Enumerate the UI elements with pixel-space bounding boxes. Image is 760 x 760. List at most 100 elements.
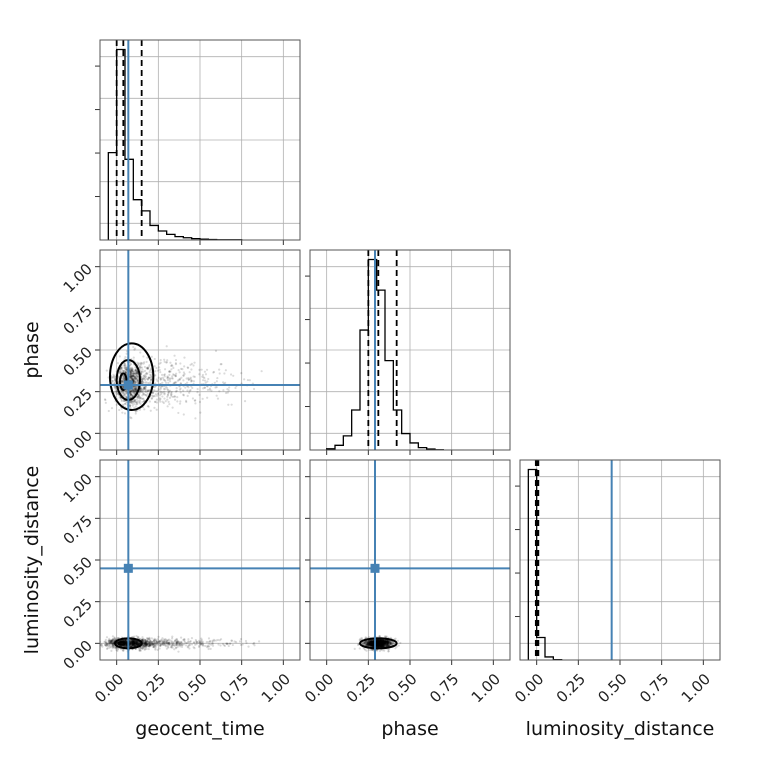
scatter-point — [189, 640, 192, 643]
scatter-point — [151, 391, 155, 395]
scatter-point — [365, 640, 368, 644]
x-tick-label-1: 0.25 — [553, 670, 589, 706]
scatter-point — [118, 396, 121, 399]
scatter-point — [182, 389, 185, 392]
scatter-point — [134, 366, 137, 369]
truth-marker — [123, 380, 133, 390]
scatter-point — [194, 402, 197, 405]
scatter-point — [174, 358, 178, 362]
scatter-point — [161, 391, 165, 394]
scatter-point — [179, 641, 183, 644]
scatter-point — [387, 648, 390, 651]
scatter-point — [363, 641, 366, 645]
scatter-point — [386, 640, 389, 643]
scatter-point — [149, 643, 152, 646]
scatter-point — [111, 645, 114, 648]
scatter-point — [146, 640, 149, 643]
scatter-point — [134, 642, 137, 645]
scatter-point — [197, 645, 201, 648]
scatter-point — [135, 403, 138, 406]
scatter-point — [213, 639, 216, 642]
scatter-point — [132, 641, 136, 645]
scatter-point — [129, 641, 133, 644]
scatter-point — [202, 387, 205, 390]
scatter-point — [219, 644, 222, 647]
scatter-point — [148, 640, 151, 644]
scatter-point — [143, 638, 146, 641]
scatter-point — [163, 373, 166, 376]
scatter-point — [163, 397, 166, 400]
scatter-point — [143, 646, 146, 649]
scatter-point — [177, 411, 180, 415]
scatter-point — [110, 407, 114, 410]
scatter-point — [132, 641, 135, 644]
scatter-point — [142, 377, 146, 381]
scatter-point — [135, 642, 138, 645]
scatter-point — [137, 399, 140, 403]
scatter-point — [140, 397, 143, 400]
x-tick-label-4: 1.00 — [678, 670, 714, 706]
scatter-point — [165, 386, 168, 389]
scatter-point — [190, 380, 193, 383]
scatter-point — [365, 641, 368, 644]
scatter-point — [187, 377, 190, 380]
scatter-point — [149, 639, 152, 643]
scatter-point — [167, 391, 170, 394]
scatter-point — [124, 402, 127, 406]
scatter-point — [142, 389, 145, 392]
scatter-point — [130, 641, 133, 644]
scatter-point — [104, 640, 107, 643]
x-tick-label-3: 0.75 — [426, 670, 462, 706]
scatter-point — [168, 403, 171, 406]
scatter-point — [129, 392, 133, 395]
scatter-point — [149, 644, 153, 647]
scatter-point — [168, 396, 172, 399]
scatter-point — [124, 366, 128, 370]
scatter-point — [146, 392, 149, 395]
scatter-point — [111, 647, 114, 650]
scatter-point — [134, 400, 137, 404]
scatter-point — [125, 352, 128, 355]
scatter-point — [122, 645, 126, 648]
y-tick-label-0: 0.00 — [60, 637, 96, 673]
scatter-point — [227, 403, 230, 406]
scatter-point — [112, 638, 115, 642]
scatter-point — [159, 643, 162, 646]
scatter-point — [389, 642, 392, 645]
scatter-point — [133, 644, 136, 647]
scatter-point — [105, 644, 109, 647]
scatter-point — [183, 356, 186, 359]
scatter-point — [143, 376, 146, 379]
scatter-point — [381, 645, 384, 648]
scatter-point — [158, 397, 161, 400]
scatter-point — [133, 371, 136, 375]
scatter-point — [129, 367, 132, 370]
x-axis-label-geocent_time: geocent_time — [135, 718, 264, 740]
scatter-point — [203, 370, 207, 373]
scatter-point — [383, 641, 387, 645]
scatter-point — [165, 641, 168, 644]
scatter-point — [166, 388, 170, 392]
scatter-point — [141, 645, 144, 648]
scatter-point — [130, 377, 134, 381]
scatter-point — [170, 393, 173, 396]
scatter-point — [115, 403, 118, 406]
scatter-point — [132, 641, 135, 644]
x-tick-label-4: 1.00 — [258, 670, 294, 706]
scatter-point — [138, 397, 141, 400]
scatter-point — [141, 639, 144, 642]
scatter-point — [134, 368, 137, 372]
scatter-point — [142, 642, 145, 645]
scatter-point — [113, 379, 117, 382]
scatter-point — [229, 642, 232, 645]
scatter-point — [135, 373, 138, 376]
scatter-point — [144, 639, 147, 642]
scatter-point — [136, 397, 140, 400]
scatter-point — [134, 369, 137, 372]
scatter-point — [141, 378, 144, 381]
scatter-point — [145, 643, 148, 646]
scatter-point — [143, 642, 146, 645]
scatter-point — [141, 378, 144, 381]
scatter-point — [387, 641, 390, 644]
scatter-point — [389, 640, 392, 643]
